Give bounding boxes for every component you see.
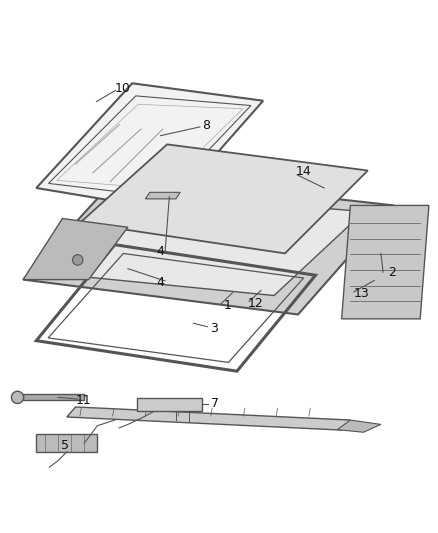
Polygon shape	[136, 398, 201, 411]
Polygon shape	[23, 394, 84, 400]
Text: 4: 4	[156, 245, 164, 258]
Circle shape	[72, 255, 83, 265]
Text: 12: 12	[247, 297, 262, 310]
Polygon shape	[80, 144, 367, 253]
Polygon shape	[336, 420, 380, 432]
Polygon shape	[67, 407, 350, 430]
Text: 11: 11	[75, 394, 91, 407]
Polygon shape	[23, 219, 127, 280]
Text: 8: 8	[202, 119, 210, 132]
Text: 10: 10	[114, 82, 130, 95]
Text: 5: 5	[60, 439, 68, 452]
Text: 14: 14	[295, 165, 311, 178]
Text: 7: 7	[211, 398, 219, 410]
Circle shape	[11, 391, 24, 403]
Polygon shape	[341, 205, 428, 319]
Polygon shape	[36, 434, 97, 452]
Text: 4: 4	[156, 276, 164, 289]
Polygon shape	[23, 175, 393, 314]
Text: 13: 13	[353, 287, 368, 300]
Text: 1: 1	[223, 299, 231, 312]
Text: 2: 2	[387, 265, 395, 279]
Polygon shape	[53, 193, 363, 295]
Polygon shape	[145, 192, 180, 199]
Polygon shape	[36, 83, 262, 210]
Text: 3: 3	[210, 322, 218, 335]
